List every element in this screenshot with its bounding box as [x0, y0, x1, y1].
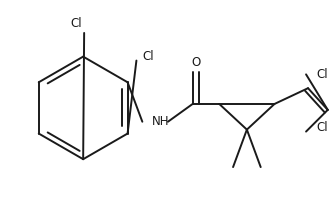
Text: O: O [191, 56, 200, 69]
Text: Cl: Cl [316, 121, 328, 134]
Text: NH: NH [152, 115, 170, 128]
Text: Cl: Cl [316, 68, 328, 81]
Text: Cl: Cl [143, 50, 154, 63]
Text: Cl: Cl [71, 17, 82, 29]
